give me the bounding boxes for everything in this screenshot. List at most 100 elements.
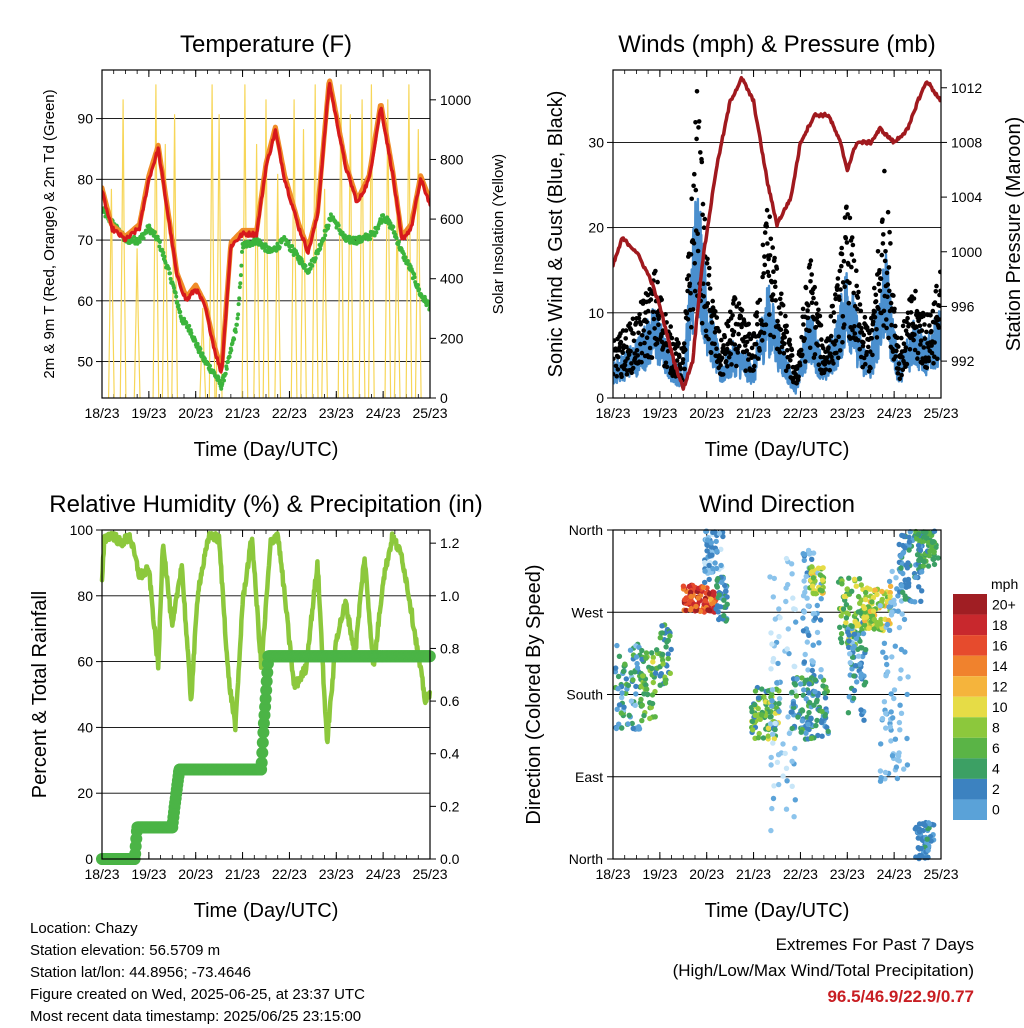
gust-point <box>654 340 660 346</box>
gust-point <box>731 329 737 335</box>
dewpoint-point <box>381 213 386 218</box>
direction-point <box>806 681 812 687</box>
direction-point <box>916 557 922 563</box>
dewpoint-point <box>290 244 295 248</box>
colorbar-swatch <box>953 635 987 656</box>
direction-point <box>904 691 910 698</box>
y-axis-label: Direction (Colored By Speed) <box>523 564 545 824</box>
x-axis-label: Time (Day/UTC) <box>705 900 850 922</box>
gust-point <box>768 332 773 338</box>
direction-point <box>665 655 671 662</box>
gust-point <box>877 288 883 294</box>
direction-point <box>879 625 885 631</box>
dewpoint-point <box>137 239 142 244</box>
direction-point <box>813 722 819 729</box>
gust-point <box>797 362 803 368</box>
gust-point <box>930 308 936 314</box>
gust-point <box>934 283 939 289</box>
direction-point <box>625 682 632 689</box>
dewpoint-point <box>229 348 234 353</box>
gust-point <box>741 339 746 344</box>
dewpoint-point <box>200 351 205 356</box>
gust-point <box>888 300 894 306</box>
precip-point <box>257 726 270 739</box>
gust-point <box>840 340 845 345</box>
dewpoint-point <box>234 322 239 327</box>
direction-point <box>687 607 694 613</box>
direction-point <box>639 702 645 708</box>
direction-point <box>682 597 688 603</box>
direction-point <box>821 690 828 696</box>
gust-point <box>730 313 735 318</box>
dewpoint-point <box>157 244 162 249</box>
y-tick-label: 20 <box>77 785 93 801</box>
direction-point <box>803 585 809 591</box>
direction-point <box>809 556 815 562</box>
dewpoint-point <box>173 290 178 295</box>
direction-point <box>716 592 722 598</box>
gust-point <box>849 235 855 240</box>
gust-point <box>739 307 745 313</box>
gust-point <box>713 309 718 314</box>
gust-point <box>707 265 712 271</box>
colorbar-swatch <box>953 737 987 759</box>
dewpoint-point <box>220 381 225 386</box>
gust-point <box>837 297 842 303</box>
gust-point <box>798 347 804 353</box>
direction-point <box>863 589 869 596</box>
y2-tick-label: 992 <box>951 353 975 369</box>
dewpoint-point <box>426 301 430 306</box>
direction-point <box>855 646 861 652</box>
direction-point <box>702 579 708 586</box>
direction-point <box>894 775 901 782</box>
gust-point <box>751 367 756 373</box>
direction-point <box>693 607 699 613</box>
x-tick-label: 21/23 <box>736 405 771 421</box>
gust-point <box>786 363 791 369</box>
direction-point <box>765 688 772 694</box>
direction-point <box>861 605 868 612</box>
gust-point <box>761 271 766 276</box>
gust-point <box>789 353 795 358</box>
gust-point <box>938 269 941 275</box>
direction-point <box>822 713 828 719</box>
y2-tick-label: 996 <box>951 298 975 314</box>
gust-point <box>912 332 917 337</box>
direction-point <box>900 589 906 596</box>
gust-point <box>807 345 813 351</box>
gust-point <box>635 353 640 358</box>
dewpoint-point <box>323 233 328 238</box>
direction-point <box>906 547 912 553</box>
direction-point <box>845 710 852 716</box>
gust-point <box>844 204 849 210</box>
direction-point <box>686 583 692 590</box>
direction-point <box>895 608 901 614</box>
gust-point <box>937 303 941 309</box>
gust-point <box>693 187 699 193</box>
direction-point <box>817 572 824 578</box>
gust-point <box>841 258 847 264</box>
direction-point <box>621 704 627 710</box>
gust-point <box>762 254 767 259</box>
direction-point <box>896 719 903 726</box>
gust-point <box>705 281 711 287</box>
direction-point <box>683 607 689 614</box>
precip-point <box>259 692 272 705</box>
direction-point <box>789 709 795 715</box>
gust-point <box>895 335 900 341</box>
gust-point <box>840 314 846 319</box>
direction-point <box>809 564 815 570</box>
direction-point <box>885 669 891 675</box>
direction-point <box>849 623 855 629</box>
gust-point <box>831 310 837 315</box>
gust-point <box>765 269 771 275</box>
dewpoint-point <box>236 312 241 317</box>
gust-point <box>830 303 835 309</box>
dewpoint-point <box>141 236 146 241</box>
direction-point <box>925 847 931 853</box>
direction-point <box>818 667 824 673</box>
dewpoint-point <box>238 273 243 278</box>
direction-point <box>791 663 797 669</box>
gust-point <box>647 330 652 335</box>
dewpoint-point <box>176 303 181 308</box>
